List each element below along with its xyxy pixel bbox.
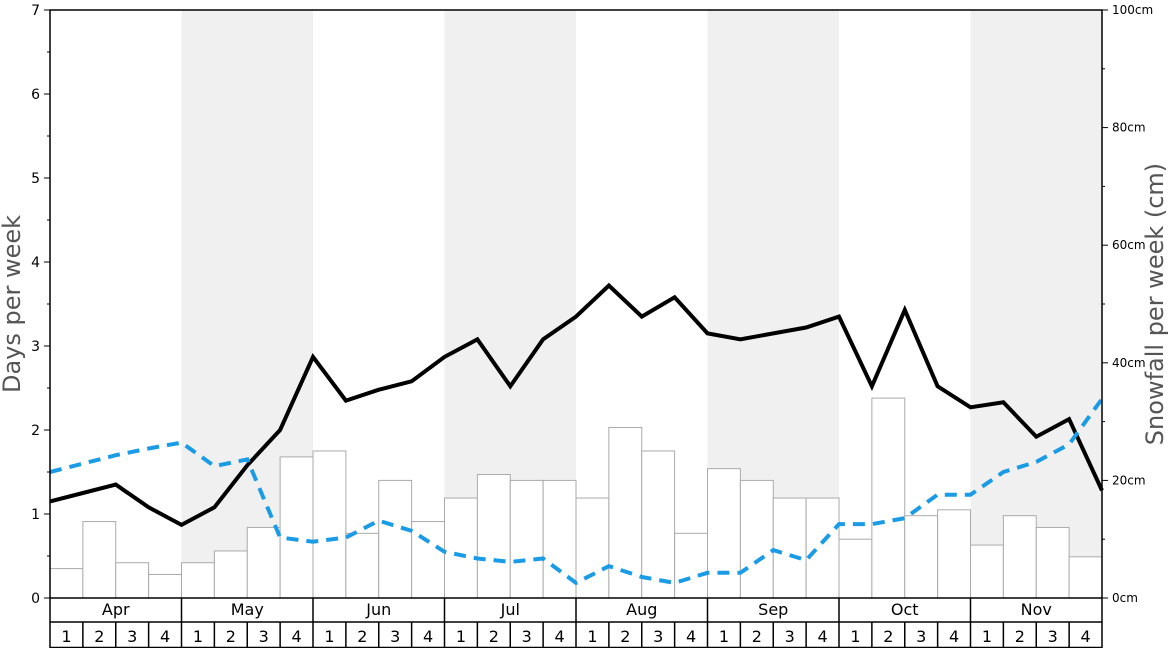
- snowfall-bar: [1002, 515, 1037, 599]
- month-band-nov: [970, 10, 1102, 598]
- snowfall-bar: [838, 538, 873, 599]
- week-label: 2: [752, 627, 762, 646]
- snowfall-bar: [772, 497, 807, 599]
- snowfall-bar: [279, 456, 314, 599]
- snowfall-bar: [739, 479, 774, 599]
- week-label: 1: [850, 627, 860, 646]
- right-axis: 0cm 20cm 40cm 60cm 80cm 100cm: [1102, 3, 1153, 605]
- snowfall-bar: [345, 532, 380, 599]
- left-axis-title: Days per week: [0, 215, 26, 393]
- snowfall-bar: [476, 474, 511, 599]
- week-label: 2: [357, 627, 367, 646]
- left-tick-label: 3: [31, 339, 40, 355]
- week-label: 3: [522, 627, 532, 646]
- week-label: 1: [719, 627, 729, 646]
- snowfall-bar: [49, 568, 84, 599]
- week-label: 4: [817, 627, 827, 646]
- week-label: 3: [916, 627, 926, 646]
- week-label: 1: [61, 627, 71, 646]
- solid-series-line: [49, 282, 1104, 528]
- snowfall-bar: [674, 532, 708, 599]
- dashed-series-line: [49, 397, 1104, 586]
- snowfall-bar: [707, 468, 741, 599]
- left-tick-label: 1: [31, 507, 40, 523]
- week-label: 2: [94, 627, 104, 646]
- week-label: 1: [324, 627, 334, 646]
- week-label: 1: [587, 627, 597, 646]
- right-tick-label: 0cm: [1112, 591, 1138, 605]
- week-label: 3: [785, 627, 795, 646]
- week-label: 4: [423, 627, 433, 646]
- week-label: 1: [456, 627, 466, 646]
- week-label: 3: [1048, 627, 1058, 646]
- month-label-nov: Nov: [1021, 600, 1052, 619]
- week-label: 2: [489, 627, 499, 646]
- month-label-sep: Sep: [758, 600, 788, 619]
- data-lines: [49, 282, 1104, 586]
- week-label: 2: [226, 627, 236, 646]
- week-label: 4: [291, 627, 301, 646]
- x-axis: Apr 1 2 3 4 May 1 2 3 4 Jun 1 2 3 4 Jul 1 2 3 4 Aug 1 2 3 4 Sep 1 2…: [49, 598, 1103, 648]
- snowfall-bar: [378, 479, 413, 599]
- month-label-jun: Jun: [365, 600, 391, 619]
- week-label: 1: [982, 627, 992, 646]
- snowfall-bar: [871, 397, 906, 599]
- snowfall-bars: [49, 397, 1103, 599]
- month-label-oct: Oct: [891, 600, 919, 619]
- snowfall-bar: [509, 479, 544, 599]
- left-tick-label: 0: [31, 591, 40, 607]
- week-label: 3: [653, 627, 663, 646]
- month-label-aug: Aug: [626, 600, 657, 619]
- snowfall-bar: [115, 562, 150, 599]
- month-label-jul: Jul: [500, 600, 520, 619]
- left-tick-label: 6: [31, 87, 40, 103]
- week-label: 4: [949, 627, 959, 646]
- week-label: 3: [390, 627, 400, 646]
- right-tick-label: 80cm: [1112, 121, 1146, 135]
- right-tick-label: 40cm: [1112, 356, 1146, 370]
- left-axis: 0 1 2 3 4 5 6 7: [31, 3, 50, 607]
- snowfall-bar: [82, 521, 117, 599]
- right-tick-label: 60cm: [1112, 238, 1146, 252]
- snowfall-bar: [937, 509, 971, 599]
- snowfall-bar: [805, 497, 840, 599]
- week-label: 1: [193, 627, 203, 646]
- left-tick-label: 4: [31, 255, 40, 271]
- week-label: 2: [883, 627, 893, 646]
- snowfall-bar: [411, 521, 445, 599]
- snowfall-bar: [1035, 526, 1070, 599]
- month-shading-bands: [181, 10, 1102, 598]
- month-label-apr: Apr: [102, 600, 130, 619]
- snowfall-bar: [148, 573, 182, 599]
- left-tick-label: 2: [31, 423, 40, 439]
- week-label: 4: [160, 627, 170, 646]
- week-label: 2: [620, 627, 630, 646]
- snowfall-bar: [970, 544, 1004, 599]
- right-tick-label: 100cm: [1112, 3, 1153, 17]
- week-label: 4: [686, 627, 696, 646]
- snowfall-bar: [181, 562, 215, 599]
- week-label: 2: [1015, 627, 1025, 646]
- snowfall-bar: [1068, 556, 1103, 599]
- month-label-may: May: [231, 600, 264, 619]
- week-label: 4: [554, 627, 564, 646]
- week-label: 3: [259, 627, 269, 646]
- snowfall-bar: [213, 550, 248, 599]
- snowfall-bar: [444, 497, 478, 599]
- right-tick-label: 20cm: [1112, 473, 1146, 487]
- snowfall-bar: [246, 526, 281, 599]
- snowfall-bar: [312, 450, 347, 599]
- snowfall-bar: [641, 450, 676, 599]
- snowfall-bar: [575, 497, 610, 599]
- left-tick-label: 5: [31, 171, 40, 187]
- week-label: 3: [127, 627, 137, 646]
- left-tick-label: 7: [31, 3, 40, 19]
- snowfall-bar: [904, 515, 939, 599]
- week-label: 4: [1080, 627, 1090, 646]
- right-axis-title: Snowfall per week (cm): [1141, 163, 1168, 445]
